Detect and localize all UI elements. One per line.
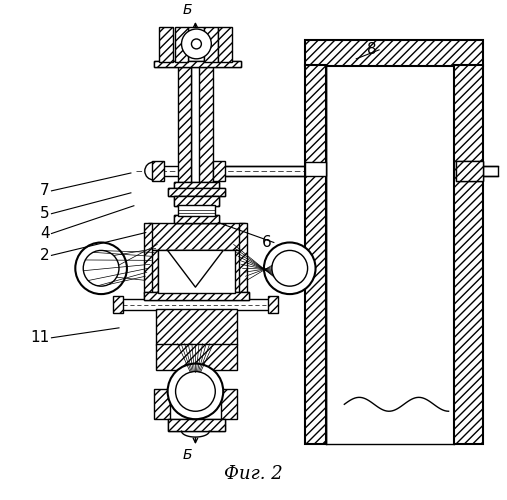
Text: 7: 7 [40,184,50,198]
Bar [199,66,213,183]
Bar [204,27,218,62]
Bar [144,292,249,300]
Text: Б: Б [183,448,192,462]
Bar [144,222,152,293]
Bar [121,299,272,310]
Bar [213,166,498,176]
Bar [144,292,249,300]
Bar [173,196,219,205]
Circle shape [175,372,215,411]
Polygon shape [168,250,223,287]
Bar [154,390,170,419]
Circle shape [76,242,127,294]
Bar [221,390,237,419]
Bar [168,287,223,293]
Text: 8: 8 [368,42,377,58]
Circle shape [145,162,163,180]
Bar [454,65,483,444]
Bar [168,188,225,196]
Text: 5: 5 [40,206,50,221]
Bar [213,161,225,181]
Bar [455,161,483,181]
Circle shape [264,242,315,294]
Bar [156,309,237,344]
Bar [177,205,215,216]
Bar [305,40,483,66]
Bar [168,419,225,431]
Bar [158,250,235,293]
Bar [239,222,247,293]
Bar [148,222,245,250]
Bar [159,27,172,62]
Text: 11: 11 [30,330,50,345]
Bar [156,344,237,369]
Text: 6: 6 [262,235,272,250]
Circle shape [168,364,223,419]
Bar [177,66,192,183]
Circle shape [272,250,308,286]
Bar [305,65,327,444]
Bar [168,188,225,196]
Bar [327,65,454,444]
Bar [168,419,225,431]
Text: Б: Б [183,3,192,17]
Circle shape [182,29,211,59]
Bar [173,214,219,222]
Bar [154,61,241,67]
Text: 2: 2 [40,248,50,263]
Bar [174,27,189,62]
Bar [173,214,219,222]
Bar [154,61,241,67]
Text: Фиг. 2: Фиг. 2 [224,465,282,483]
Circle shape [83,250,119,286]
Bar [305,162,327,176]
Bar [189,27,204,62]
Bar [192,66,201,183]
Text: 4: 4 [40,226,50,241]
Bar [152,161,164,181]
Bar [455,161,483,181]
Bar [233,250,243,293]
Bar [113,296,123,313]
Bar [268,296,278,313]
Bar [148,250,158,293]
Bar [173,196,219,205]
Bar [218,27,232,62]
Bar [173,182,219,189]
Circle shape [192,39,201,49]
Bar [173,182,219,189]
